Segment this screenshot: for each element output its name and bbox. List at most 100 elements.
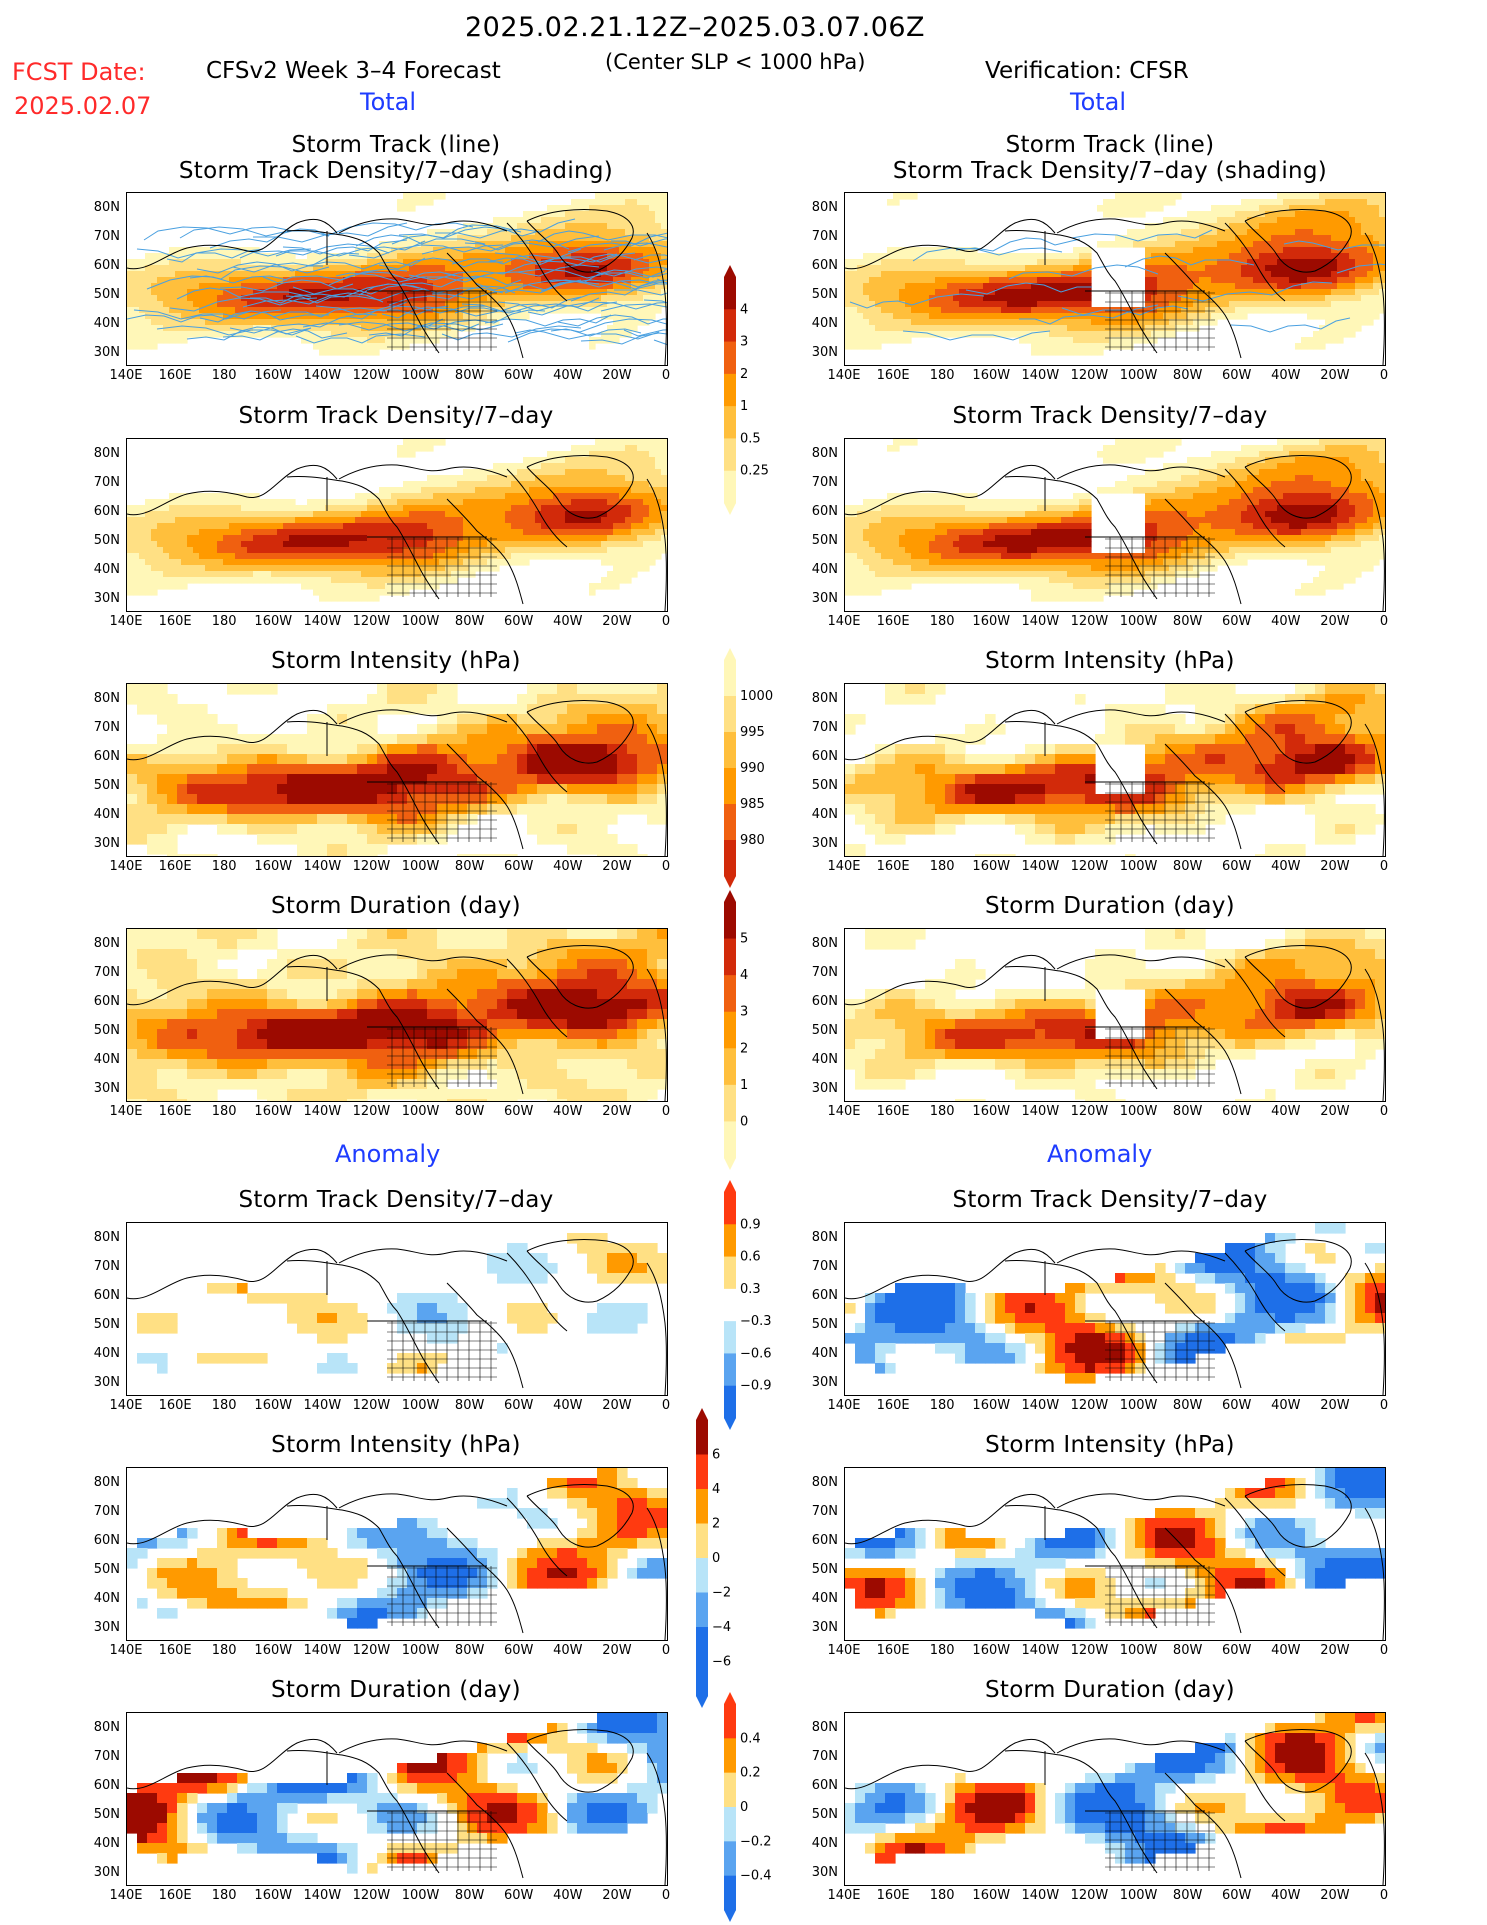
storm-track-line <box>1008 264 1159 280</box>
storm-track-line <box>179 226 330 239</box>
storm-track-line <box>127 310 252 323</box>
lon-tick-label: 40W <box>1271 859 1301 874</box>
storm-track-line <box>849 293 985 309</box>
colorbar-intensity-anomaly: 6 4 2 0 −2 −4 −6 <box>696 1408 731 1708</box>
colorbar-tick-label: 4 <box>740 302 748 317</box>
lon-tick-label: 140W <box>1021 1104 1060 1119</box>
lat-tick-label: 40N <box>93 562 120 577</box>
lon-tick-label: 120W <box>352 859 391 874</box>
lon-tick-label: 0 <box>661 1104 671 1119</box>
lon-tick-label: 0 <box>661 1398 671 1413</box>
storm-track-line <box>315 305 450 316</box>
storm-track-line <box>156 325 312 336</box>
lon-tick-label: 60W <box>504 1398 534 1413</box>
lon-tick-label: 100W <box>1119 614 1158 629</box>
storm-track-line <box>189 265 330 280</box>
lon-tick-label: 80W <box>1172 368 1203 383</box>
lon-tick-label: 120W <box>352 1398 391 1413</box>
lon-tick-label: 160E <box>876 1643 910 1658</box>
lat-tick-label: 70N <box>93 1749 120 1764</box>
colorbar-tick-label: 3 <box>740 335 748 350</box>
storm-track-line <box>955 237 1081 252</box>
colorbar-tick-label: 2 <box>740 1041 748 1056</box>
colorbar-tick-label: 0.3 <box>740 1282 761 1297</box>
lon-tick-label: 180 <box>211 368 237 383</box>
lat-tick-label: 30N <box>811 1081 838 1096</box>
lon-tick-label: 60W <box>1222 368 1252 383</box>
lon-tick-label: 0 <box>1379 1104 1389 1119</box>
lon-tick-label: 40W <box>553 859 583 874</box>
lon-tick-label: 140W <box>303 1398 342 1413</box>
storm-track-line <box>219 279 354 292</box>
lon-tick-label: 160W <box>972 614 1011 629</box>
colorbar-tick-label: 2 <box>740 367 748 382</box>
lon-tick-label: 160W <box>254 368 293 383</box>
storm-track-line <box>275 240 426 257</box>
lon-tick-label: 140E <box>109 859 143 874</box>
lon-tick-label: 160W <box>972 1888 1011 1903</box>
lat-tick-label: 40N <box>93 1836 120 1851</box>
lon-tick-label: 80W <box>1172 1104 1203 1119</box>
lon-tick-label: 80W <box>1172 1398 1203 1413</box>
lon-tick-label: 40W <box>553 1104 583 1119</box>
lat-tick-label: 30N <box>93 1375 120 1390</box>
lon-tick-label: 140E <box>827 859 861 874</box>
lon-tick-label: 0 <box>1379 1643 1389 1658</box>
lat-tick-label: 70N <box>93 1504 120 1519</box>
lon-tick-label: 160E <box>876 1888 910 1903</box>
storm-track-line <box>146 275 288 290</box>
title-duration-anom-right: Storm Duration (day) <box>985 1677 1235 1703</box>
lon-tick-label: 80W <box>454 614 485 629</box>
colorbar-tick-label: −0.4 <box>740 1869 772 1884</box>
lon-tick-label: 20W <box>1320 1104 1350 1119</box>
lat-tick-label: 40N <box>811 1836 838 1851</box>
storm-track-line <box>285 288 426 304</box>
lat-tick-label: 70N <box>93 475 120 490</box>
lat-tick-label: 50N <box>93 1317 120 1332</box>
lon-tick-label: 160E <box>876 859 910 874</box>
lon-tick-label: 180 <box>929 368 955 383</box>
lon-tick-label: 40W <box>553 368 583 383</box>
lon-tick-label: 80W <box>454 1888 485 1903</box>
lat-tick-label: 70N <box>811 1259 838 1274</box>
storm-track-line <box>295 333 426 344</box>
storm-track-line <box>176 287 312 300</box>
lon-tick-label: 0 <box>1379 1888 1389 1903</box>
lon-tick-label: 180 <box>211 1643 237 1658</box>
lat-tick-label: 60N <box>811 1288 838 1303</box>
lon-tick-label: 180 <box>211 614 237 629</box>
lon-tick-label: 100W <box>1119 1398 1158 1413</box>
title-density-anom-left: Storm Track Density/7–day <box>238 1187 554 1213</box>
title-track-shading-right: Storm Track Density/7–day (shading) <box>892 158 1328 184</box>
lon-tick-label: 0 <box>1379 614 1389 629</box>
map-density-total-forecast <box>126 438 668 612</box>
lon-tick-label: 140W <box>303 1888 342 1903</box>
lon-tick-label: 20W <box>1320 614 1350 629</box>
lon-tick-label: 20W <box>1320 1398 1350 1413</box>
lon-tick-label: 160W <box>254 859 293 874</box>
lat-tick-label: 50N <box>93 533 120 548</box>
lon-tick-label: 60W <box>504 1104 534 1119</box>
map-duration-anomaly-verification <box>844 1712 1386 1886</box>
lon-tick-label: 100W <box>401 614 440 629</box>
lon-tick-label: 60W <box>1222 1643 1252 1658</box>
lon-tick-label: 160W <box>972 859 1011 874</box>
lon-tick-label: 140E <box>827 1888 861 1903</box>
map-density-anomaly-forecast <box>126 1222 668 1396</box>
storm-track-line <box>229 313 378 334</box>
lon-tick-label: 80W <box>454 1104 485 1119</box>
lon-tick-label: 140W <box>1021 368 1060 383</box>
title-track-line-left: Storm Track (line) <box>291 132 501 158</box>
lon-tick-label: 80W <box>1172 1643 1203 1658</box>
lon-tick-label: 160W <box>254 1888 293 1903</box>
colorbar-tick-label: −0.3 <box>740 1314 772 1329</box>
lon-tick-label: 140E <box>109 1888 143 1903</box>
lat-tick-label: 30N <box>811 345 838 360</box>
lon-tick-label: 60W <box>1222 1888 1252 1903</box>
storm-track-line <box>540 279 667 292</box>
storm-track-line <box>603 242 667 251</box>
storm-track-line <box>547 269 667 284</box>
storm-track-line <box>348 244 504 259</box>
lon-tick-label: 160E <box>158 614 192 629</box>
colorbar-tick-label: 0.4 <box>740 1731 761 1746</box>
